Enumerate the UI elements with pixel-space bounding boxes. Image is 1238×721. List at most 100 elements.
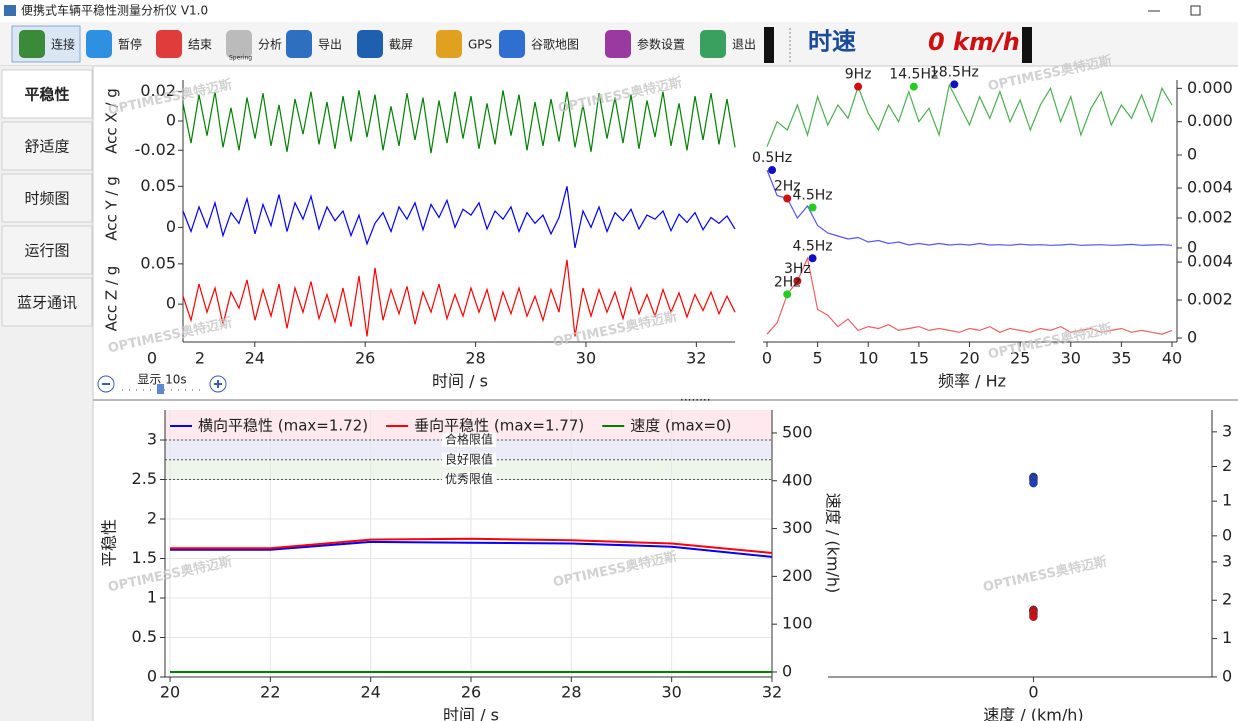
button-icon	[700, 30, 726, 58]
series-line	[170, 537, 773, 554]
x-tick-label: 0	[762, 349, 772, 368]
button-icon	[436, 30, 462, 58]
y-tick-label: 0.05	[140, 253, 176, 272]
y-tick-label: 0.000	[1187, 111, 1233, 130]
button-label: 谷歌地图	[531, 37, 579, 52]
scatter-point	[1029, 478, 1038, 488]
y-tick-label: 1.5	[132, 548, 157, 567]
tab[interactable]	[1, 121, 93, 171]
tab[interactable]	[1, 277, 93, 327]
y-axis-label: 平稳性	[100, 519, 119, 567]
tab-label: 平稳性	[24, 86, 69, 104]
x-tick-label: 28	[465, 349, 485, 368]
x-axis-label: 频率 / Hz	[938, 372, 1006, 391]
x-tick-label: 20	[160, 683, 180, 702]
y-axis-label: Acc X / g	[103, 88, 121, 154]
icon-caption: Spering	[229, 55, 252, 62]
zoom-thumb[interactable]	[157, 384, 164, 394]
tab[interactable]	[1, 173, 93, 223]
series-line	[170, 540, 773, 558]
tab-label: 时频图	[24, 190, 69, 208]
button-label: 分析	[258, 38, 282, 52]
x-tick-label: 32	[762, 683, 782, 702]
y-tick-label: 2	[1222, 590, 1232, 609]
x-tick-label: 0	[1028, 683, 1038, 702]
tab-label: 蓝牙通讯	[17, 294, 77, 312]
limit-label-bg	[442, 452, 496, 467]
spectrum-line	[766, 169, 1173, 246]
button-icon	[19, 30, 45, 58]
tab[interactable]	[1, 225, 93, 275]
x-tick-label: 32	[686, 349, 706, 368]
limit-band	[165, 440, 772, 460]
x-tick-label: 30	[576, 349, 596, 368]
peak-marker	[793, 277, 802, 286]
spectrum-line	[766, 83, 1173, 147]
button-label: 截屏	[389, 38, 413, 52]
y-tick-label: 0	[1187, 328, 1197, 347]
x-tick-label: 10	[858, 349, 878, 368]
peak-label: 4.5Hz	[792, 238, 832, 254]
peak-marker	[783, 290, 792, 299]
button-label: 导出	[318, 38, 342, 52]
y2-tick-label: 500	[782, 422, 813, 441]
limit-label: 良好限值	[445, 451, 493, 466]
x-tick-label: 15	[909, 349, 929, 368]
peak-label: 14.5Hz	[889, 67, 938, 83]
x-axis-label: 时间 / s	[443, 706, 499, 721]
peak-label: 9Hz	[845, 67, 872, 83]
scatter-point	[1029, 612, 1038, 621]
y-axis-label: Acc Y / g	[103, 176, 121, 241]
app-icon	[4, 5, 16, 16]
x-axis-label: 速度 / (km/h)	[983, 706, 1083, 721]
window-title: 便携式车辆平稳性测量分析仪 V1.0	[21, 3, 208, 18]
limit-band	[165, 459, 772, 480]
y2-tick-label: 0	[782, 661, 792, 680]
x-tick-label: 28	[561, 683, 581, 702]
button-icon	[86, 30, 112, 58]
y-tick-label: 2.5	[132, 469, 157, 488]
x-tick-label: 2	[195, 349, 205, 368]
y-tick-label: -0.02	[135, 140, 176, 159]
peak-label: 18.5Hz	[930, 64, 979, 80]
y2-tick-label: 300	[782, 518, 813, 537]
peak-marker	[950, 80, 959, 89]
y-tick-label: 0.004	[1187, 178, 1233, 197]
y-tick-label: 0.000	[1187, 78, 1233, 97]
y-tick-label: 0.004	[1187, 252, 1233, 271]
peak-marker	[768, 166, 777, 175]
y-tick-label: 0	[166, 294, 176, 313]
y-tick-label: 2	[1222, 456, 1232, 475]
y-tick-label: 0	[147, 667, 157, 686]
x-tick-label: 25	[1010, 349, 1030, 368]
peak-label: 0.5Hz	[752, 150, 792, 166]
y-tick-label: 0	[1222, 525, 1232, 544]
restore-button[interactable]	[1190, 5, 1201, 16]
y-tick-label: 3	[1222, 551, 1232, 570]
zoom-label: 显示 10s	[137, 373, 186, 387]
tab[interactable]	[1, 69, 93, 119]
legend-label: 垂向平稳性 (max=1.77)	[414, 417, 584, 435]
peak-marker	[808, 254, 817, 263]
x-tick-label: 30	[661, 683, 681, 702]
separator-block	[1022, 27, 1032, 63]
peak-label: 3Hz	[784, 261, 811, 277]
y2-tick-label: 400	[782, 470, 813, 489]
button-icon	[156, 30, 182, 58]
y-tick-label: 1	[1222, 491, 1232, 510]
y2-axis-label: 速度 / (km/h)	[824, 493, 843, 593]
limit-label-bg	[442, 433, 496, 448]
y-tick-label: 3	[1222, 421, 1232, 440]
button-icon	[499, 30, 525, 58]
button-label: 参数设置	[637, 37, 685, 52]
speed-label: 时速	[808, 27, 856, 56]
y-tick-label: 0.002	[1187, 207, 1233, 226]
x-tick-label: 26	[461, 683, 481, 702]
y-tick-label: 0	[1222, 666, 1232, 685]
peak-marker	[909, 82, 918, 91]
y-tick-label: 1	[1222, 628, 1232, 647]
y2-tick-label: 200	[782, 566, 813, 585]
